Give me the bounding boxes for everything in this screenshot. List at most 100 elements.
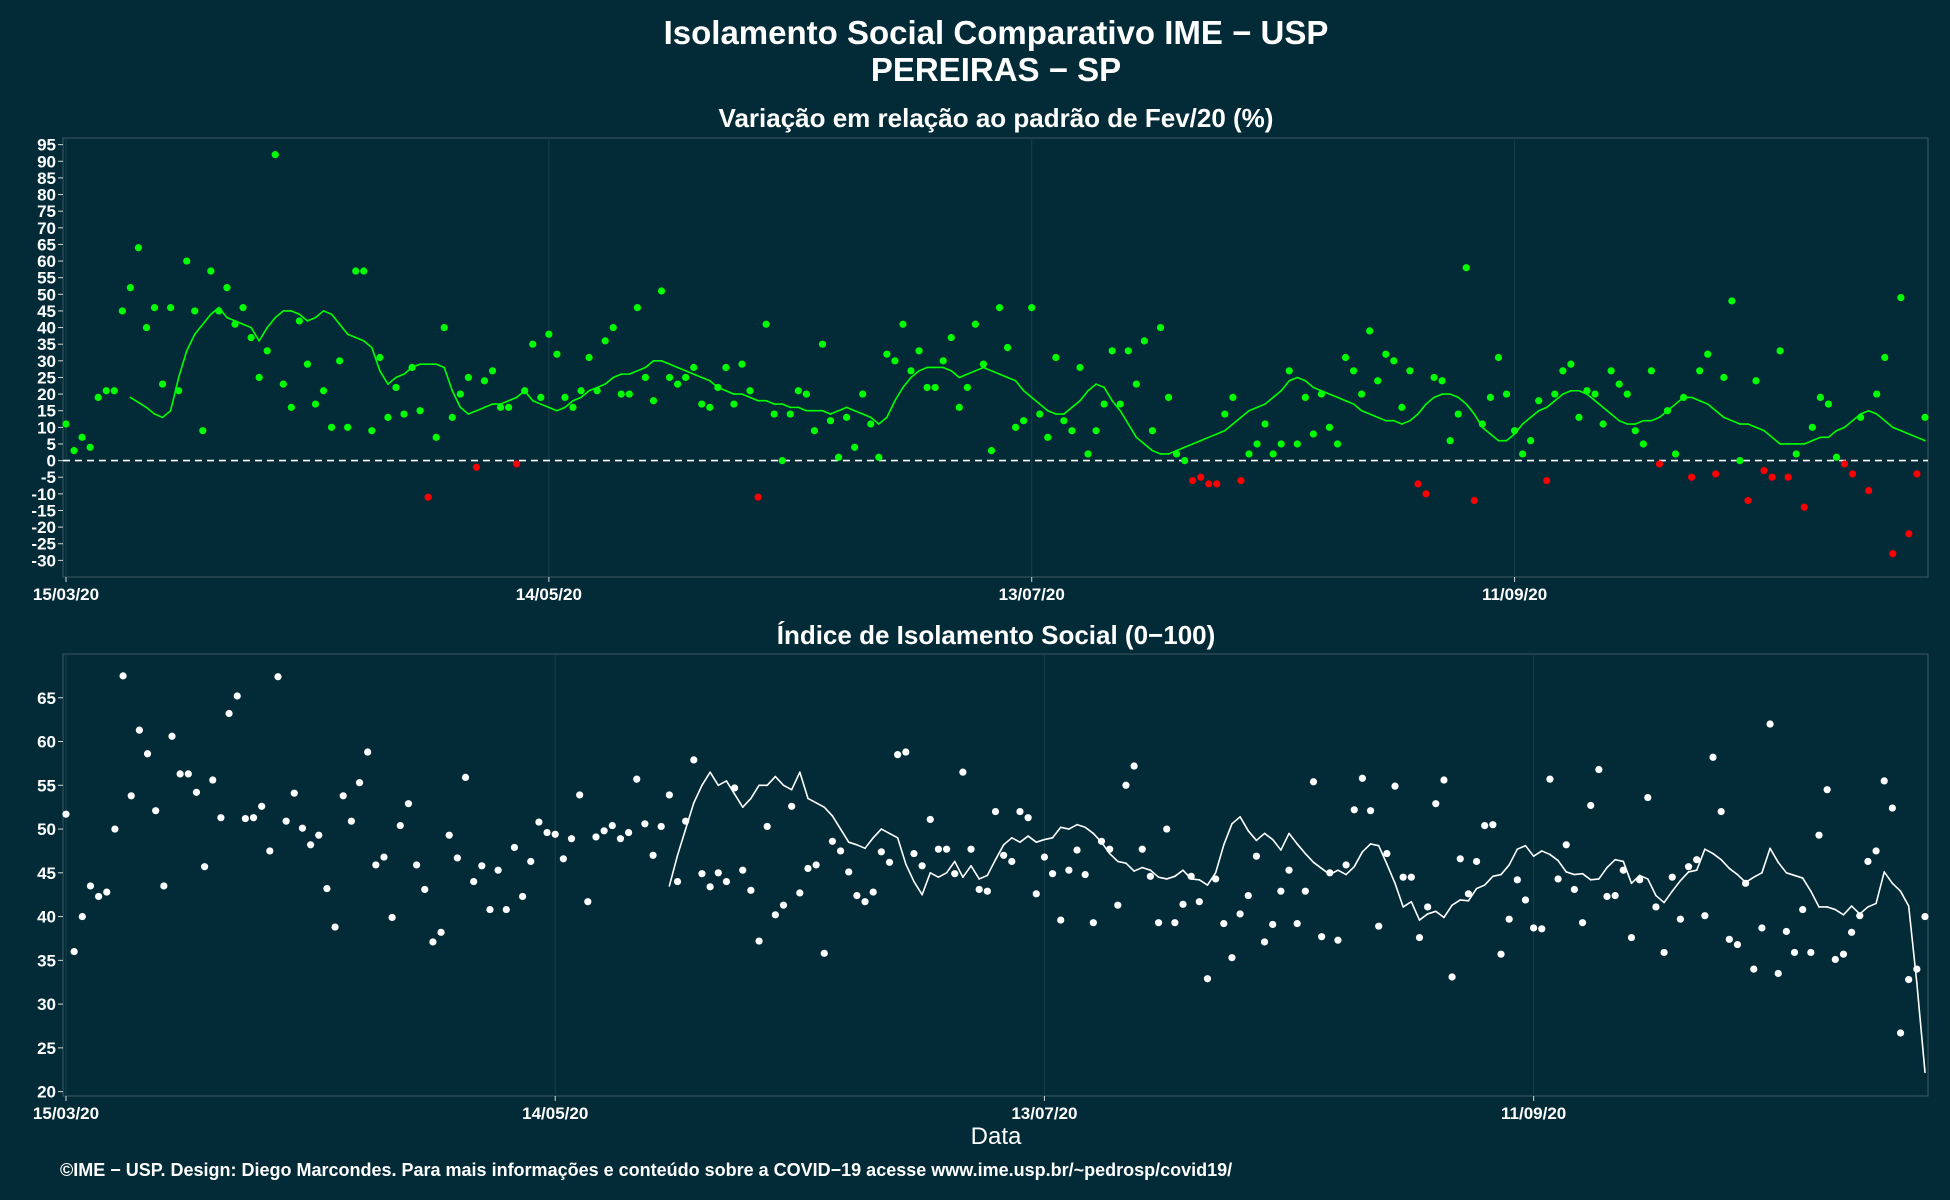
- panel2-ytick-label: 55: [37, 776, 56, 795]
- panel2-data-point: [1187, 872, 1195, 880]
- panel2-moving-average-segment: [962, 865, 972, 878]
- panel2-moving-average-segment: [1679, 871, 1690, 882]
- panel1-ytick-label: 50: [37, 285, 56, 304]
- panel1-moving-average-segment: [1562, 389, 1572, 395]
- panel2-moving-average-segment: [725, 780, 736, 795]
- panel1-moving-average-segment: [837, 406, 848, 412]
- panel1-data-point: [601, 337, 609, 345]
- panel1-data-point: [1269, 450, 1277, 458]
- panel1-moving-average-segment: [1280, 379, 1291, 392]
- panel2-moving-average-segment: [1712, 852, 1722, 861]
- panel2-data-point: [184, 770, 192, 778]
- panel2-moving-average-segment: [1280, 832, 1290, 851]
- panel1-data-point: [1583, 387, 1591, 395]
- panel2-data-point: [510, 843, 519, 852]
- panel2-data-point: [942, 845, 951, 853]
- panel1-data-point: [70, 447, 78, 455]
- panel2-data-point: [975, 885, 983, 894]
- panel2-moving-average-segment: [815, 801, 826, 808]
- panel2-moving-average-segment: [1573, 872, 1584, 876]
- panel1-data-point: [1591, 390, 1599, 398]
- panel2-data-point: [1782, 927, 1790, 936]
- panel1-moving-average-segment: [918, 366, 928, 372]
- panel2-data-point: [1521, 896, 1530, 904]
- panel1-data-point: [432, 433, 440, 441]
- panel2-data-point: [1081, 870, 1089, 879]
- panel1-data-point: [553, 350, 561, 358]
- panel2-moving-average-segment: [1565, 871, 1576, 876]
- panel2-moving-average-segment: [856, 844, 866, 850]
- panel1-ytick-label: 30: [37, 352, 56, 371]
- panel2-data-point: [1269, 920, 1277, 929]
- panel2-data-point: [478, 862, 486, 870]
- panel2-data-point: [991, 807, 1000, 816]
- panel1-moving-average-segment: [451, 389, 462, 409]
- panel1-moving-average-segment: [548, 406, 558, 412]
- panel1-data-point: [1462, 264, 1470, 272]
- panel2-data-point: [543, 828, 551, 837]
- panel1-moving-average-segment: [1545, 399, 1556, 409]
- panel2-data-point: [1440, 776, 1448, 784]
- panel1-data-point: [1358, 390, 1366, 398]
- panel2-moving-average-segment: [799, 771, 809, 800]
- panel1-data-point: [1350, 367, 1358, 375]
- panel1-moving-average-segment: [1433, 393, 1443, 399]
- panel1-data-point: [1382, 350, 1390, 358]
- panel1-moving-average-segment: [1714, 409, 1725, 419]
- panel2-data-point: [1130, 762, 1138, 770]
- panel2-moving-average-segment: [1426, 910, 1437, 915]
- panel2-moving-average-segment: [1157, 876, 1168, 880]
- panel1-moving-average-segment: [169, 376, 180, 412]
- panel2-ytick-label: 30: [37, 995, 56, 1014]
- panel2-data-point: [1350, 806, 1358, 814]
- panel1-moving-average-segment: [1409, 413, 1419, 422]
- panel1-data-point: [1261, 420, 1269, 428]
- panel2-moving-average-segment: [1011, 837, 1021, 843]
- panel1-moving-average-segment: [242, 323, 252, 329]
- panel1-data-point: [1688, 473, 1696, 481]
- panel1-moving-average-segment: [821, 409, 832, 415]
- panel1-ytick-label: 55: [37, 269, 56, 288]
- panel1-ytick-label: -20: [31, 518, 56, 537]
- panel2-moving-average-segment: [1027, 835, 1038, 843]
- panel1-moving-average-segment: [1328, 393, 1339, 399]
- panel2-data-point: [1546, 775, 1554, 783]
- panel1-moving-average-segment: [1304, 379, 1315, 389]
- panel2-data-point: [282, 817, 290, 825]
- panel2-moving-average-segment: [1002, 837, 1013, 846]
- panel1-moving-average-segment: [845, 406, 856, 412]
- panel1-data-point: [657, 287, 666, 295]
- panel2-data-point: [1375, 922, 1383, 930]
- panel2-data-point: [1448, 973, 1456, 981]
- panel1-data-point: [352, 267, 360, 275]
- panel1-moving-average-segment: [1650, 416, 1661, 422]
- panel1-data-point: [1712, 470, 1720, 478]
- panel2-ytick-label: 25: [37, 1039, 56, 1058]
- panel1-data-point: [1390, 357, 1398, 365]
- panel2-moving-average-segment: [872, 828, 883, 839]
- panel1-moving-average-segment: [1264, 396, 1274, 405]
- panel1-ytick-label: 70: [37, 219, 56, 238]
- panel2-data-point: [1660, 948, 1668, 957]
- panel1-moving-average-segment: [853, 409, 864, 415]
- panel1-data-point: [738, 360, 746, 368]
- panel1-data-point: [1470, 496, 1478, 505]
- panel1-moving-average-segment: [1079, 389, 1089, 402]
- panel1-moving-average-segment: [741, 393, 751, 399]
- panel2-data-point: [1554, 875, 1562, 883]
- panel1-data-point: [521, 387, 529, 395]
- panel1-data-point: [1406, 367, 1414, 375]
- panel2-data-point: [877, 848, 885, 856]
- x-axis-label: Data: [971, 1123, 1022, 1150]
- panel1-moving-average-segment: [1843, 419, 1854, 429]
- panel2-moving-average-segment: [1019, 835, 1029, 843]
- panel2-data-point: [682, 817, 690, 825]
- panel1-moving-average-segment: [1916, 436, 1926, 442]
- panel1-data-point: [569, 403, 577, 411]
- panel1-data-point: [955, 403, 963, 411]
- panel1-moving-average-segment: [636, 366, 647, 372]
- panel2-data-point: [461, 773, 470, 782]
- panel1-data-point: [1052, 353, 1060, 362]
- panel2-data-point: [1277, 887, 1285, 895]
- panel1-moving-average-segment: [1376, 416, 1387, 422]
